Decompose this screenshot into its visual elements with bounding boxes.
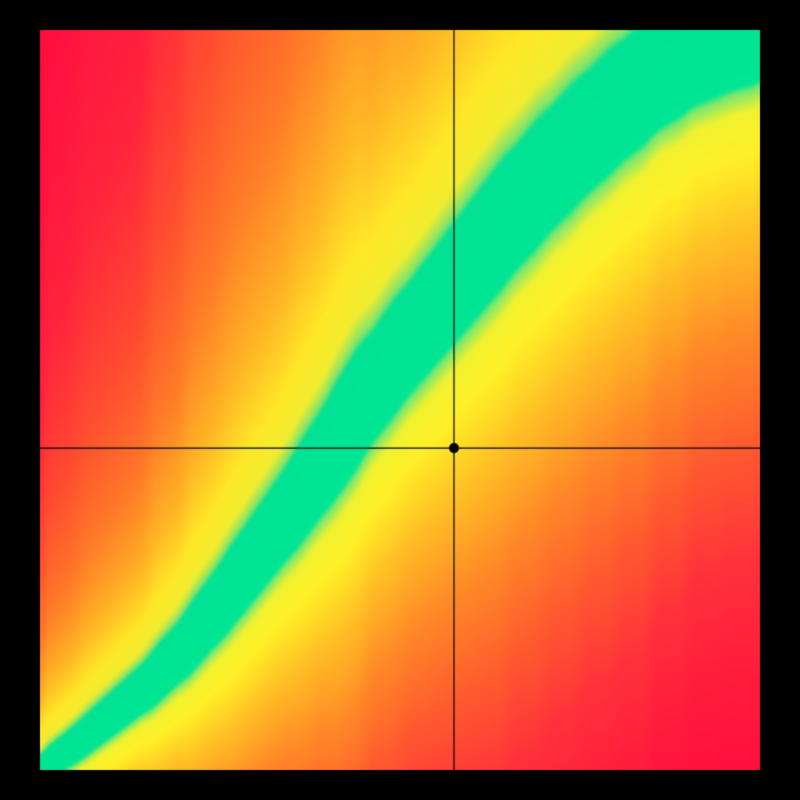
watermark-text: TheBottleneck.com	[565, 6, 768, 32]
heatmap-canvas	[0, 0, 800, 800]
heatmap-chart	[0, 0, 800, 800]
